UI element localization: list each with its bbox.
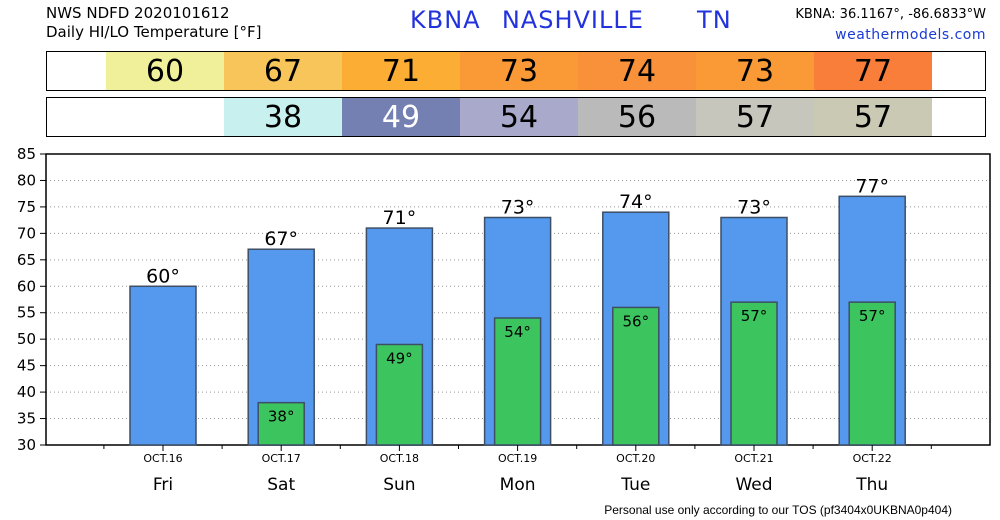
y-tick-label: 75 bbox=[17, 198, 36, 216]
y-tick-label: 40 bbox=[17, 383, 36, 401]
header-left: NWS NDFD 2020101612 Daily HI/LO Temperat… bbox=[46, 4, 262, 42]
high-temperature-strip: 60 67 71 73 74 73 77 bbox=[46, 51, 986, 91]
high-temp-data-label: 73° bbox=[737, 196, 771, 218]
low-temp-cell-4: 56 bbox=[578, 98, 696, 136]
day-label: Fri bbox=[153, 475, 173, 495]
station-title: KBNA NASHVILLE TN bbox=[410, 6, 732, 34]
y-tick-label: 60 bbox=[17, 277, 36, 295]
high-temp-data-label: 67° bbox=[264, 228, 298, 250]
low-temp-cell-2: 49 bbox=[342, 98, 460, 136]
high-temp-data-label: 60° bbox=[146, 265, 180, 287]
variable-label: Daily HI/LO Temperature [°F] bbox=[46, 23, 262, 41]
high-temp-data-label: 71° bbox=[383, 207, 417, 229]
y-tick-label: 85 bbox=[17, 145, 36, 163]
high-temp-bar bbox=[129, 285, 197, 446]
date-label: OCT.20 bbox=[616, 452, 655, 465]
y-tick-label: 50 bbox=[17, 330, 36, 348]
low-temp-cell-3: 54 bbox=[460, 98, 578, 136]
y-tick-label: 70 bbox=[17, 224, 36, 242]
high-temp-data-label: 74° bbox=[619, 191, 653, 213]
low-temp-data-label: 57° bbox=[859, 307, 886, 325]
day-label: Tue bbox=[620, 475, 650, 495]
footer-disclaimer: Personal use only according to our TOS (… bbox=[604, 503, 952, 517]
y-tick-label: 30 bbox=[17, 436, 36, 454]
low-temp-data-label: 57° bbox=[741, 307, 768, 325]
temperature-chart: 30 35 40 45 50 55 60 65 70 75 80 85 60° OCT.16 Fri 67° 3… bbox=[17, 145, 991, 495]
high-temp-cell-1: 67 bbox=[224, 52, 342, 90]
low-temp-data-label: 54° bbox=[504, 323, 531, 341]
day-label: Mon bbox=[500, 475, 536, 495]
day-label: Wed bbox=[735, 475, 772, 495]
low-temp-cell-5: 57 bbox=[696, 98, 814, 136]
high-temp-cell-2: 71 bbox=[342, 52, 460, 90]
y-tick-label: 35 bbox=[17, 410, 36, 428]
high-temp-data-label: 73° bbox=[501, 196, 535, 218]
y-tick-label: 55 bbox=[17, 304, 36, 322]
high-temp-cell-6: 77 bbox=[814, 52, 932, 90]
low-temp-data-label: 49° bbox=[386, 349, 413, 367]
date-label: OCT.18 bbox=[380, 452, 419, 465]
low-temp-cell-0 bbox=[106, 98, 224, 136]
high-temp-data-label: 77° bbox=[855, 175, 889, 197]
low-temp-data-label: 38° bbox=[268, 408, 295, 426]
y-tick-label: 65 bbox=[17, 251, 36, 269]
low-temp-bar bbox=[493, 317, 542, 446]
date-label: OCT.19 bbox=[498, 452, 537, 465]
y-tick-label: 45 bbox=[17, 357, 36, 375]
high-temp-cell-4: 74 bbox=[578, 52, 696, 90]
low-temp-data-label: 56° bbox=[623, 312, 650, 330]
low-temp-bar bbox=[612, 306, 660, 446]
model-run-label: NWS NDFD 2020101612 bbox=[46, 4, 230, 22]
site-link[interactable]: weathermodels.com bbox=[835, 27, 986, 43]
date-label: OCT.22 bbox=[853, 452, 892, 465]
high-temp-cell-3: 73 bbox=[460, 52, 578, 90]
low-temp-bar bbox=[375, 343, 424, 446]
date-label: OCT.21 bbox=[734, 452, 773, 465]
date-label: OCT.17 bbox=[262, 452, 301, 465]
day-label: Thu bbox=[855, 475, 888, 495]
coordinates-label: KBNA: 36.1167°, -86.6833°W bbox=[795, 7, 986, 22]
high-temp-cell-0: 60 bbox=[106, 52, 224, 90]
y-tick-label: 80 bbox=[17, 171, 36, 189]
day-label: Sat bbox=[267, 475, 295, 495]
low-temp-cell-1: 38 bbox=[224, 98, 342, 136]
header-right: KBNA: 36.1167°, -86.6833°W weathermodels… bbox=[795, 5, 986, 45]
high-temp-cell-5: 73 bbox=[696, 52, 814, 90]
date-label: OCT.16 bbox=[143, 452, 182, 465]
low-temperature-strip: 38 49 54 56 57 57 bbox=[46, 97, 986, 137]
day-label: Sun bbox=[383, 475, 415, 495]
low-temp-cell-6: 57 bbox=[814, 98, 932, 136]
